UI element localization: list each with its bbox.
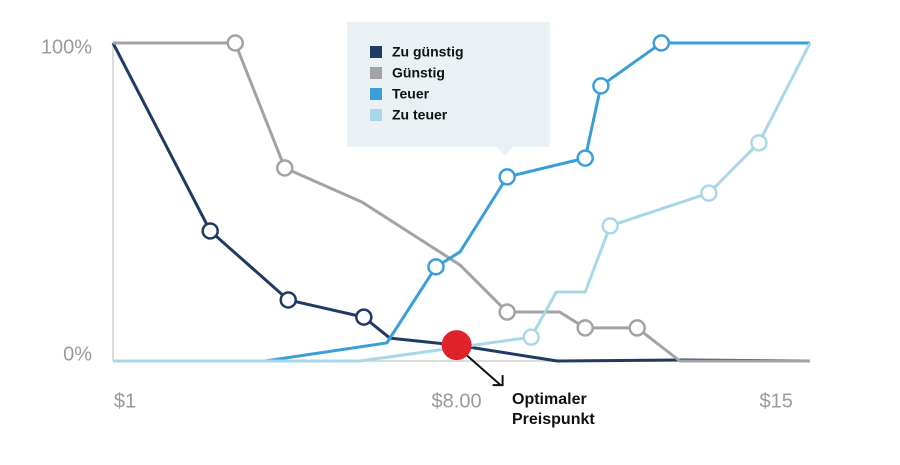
marker bbox=[355, 308, 373, 326]
legend-label: Zu teuer bbox=[392, 107, 448, 123]
legend-label: Zu günstig bbox=[392, 44, 464, 60]
legend-swatch bbox=[370, 46, 382, 58]
marker bbox=[498, 168, 516, 186]
x-tick-label: $15 bbox=[759, 390, 792, 412]
marker bbox=[276, 159, 294, 177]
series-line bbox=[113, 41, 810, 363]
marker bbox=[628, 319, 646, 337]
marker bbox=[750, 134, 768, 152]
annotation-label: Optimaler Preispunkt bbox=[512, 391, 595, 428]
legend-label: Teuer bbox=[392, 86, 430, 102]
x-tick-label: $1 bbox=[114, 390, 136, 412]
marker bbox=[226, 34, 244, 52]
marker bbox=[700, 184, 718, 202]
marker bbox=[592, 77, 610, 95]
legend-box bbox=[347, 22, 550, 156]
series-line bbox=[113, 42, 812, 363]
x-tick-label: $8.00 bbox=[432, 390, 482, 412]
y-tick-label: 0% bbox=[63, 343, 92, 365]
marker bbox=[201, 222, 219, 240]
marker bbox=[576, 149, 594, 167]
marker bbox=[427, 258, 445, 276]
legend-swatch bbox=[370, 67, 382, 79]
optimal-point bbox=[441, 330, 472, 361]
legend-swatch bbox=[370, 88, 382, 100]
marker bbox=[279, 291, 297, 309]
y-tick-label: 100% bbox=[41, 36, 92, 58]
annotation-arrow bbox=[465, 354, 504, 387]
marker bbox=[576, 319, 594, 337]
marker bbox=[652, 34, 671, 52]
legend-swatch bbox=[370, 109, 382, 121]
marker bbox=[601, 217, 619, 235]
marker bbox=[498, 303, 516, 321]
marker bbox=[522, 328, 540, 346]
legend-label: Günstig bbox=[392, 65, 445, 81]
